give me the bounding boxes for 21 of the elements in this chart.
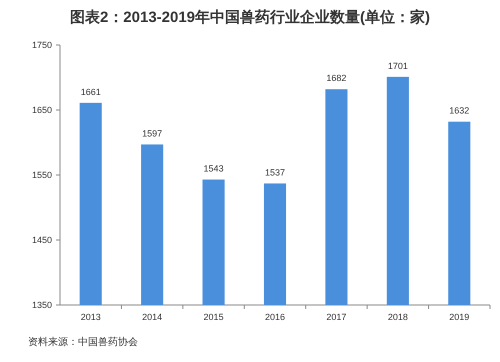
x-tick-label: 2019 bbox=[449, 312, 470, 322]
x-tick-label: 2014 bbox=[142, 312, 162, 322]
x-tick-label: 2015 bbox=[204, 312, 224, 322]
data-label: 1661 bbox=[80, 86, 101, 97]
text: 资料来源：中国兽药协会 bbox=[28, 336, 138, 348]
x-tick-label: 2016 bbox=[264, 312, 286, 322]
x-tick-label: 2013 bbox=[80, 312, 101, 322]
data-label: 1682 bbox=[326, 73, 346, 84]
y-tick-label: 1450 bbox=[32, 235, 52, 245]
data-label: 1701 bbox=[388, 60, 408, 71]
y-tick-label: 1650 bbox=[32, 105, 52, 115]
y-tick-label: 1550 bbox=[32, 170, 52, 180]
x-tick-label: 2018 bbox=[388, 312, 408, 322]
chart-title: 图表2：2013-2019年中国兽药行业企业数量(单位：家) bbox=[70, 8, 430, 26]
data-label: 1543 bbox=[204, 164, 224, 174]
data-label: 1632 bbox=[449, 106, 470, 116]
y-tick-label: 1350 bbox=[32, 300, 52, 310]
x-tick-label: 2017 bbox=[326, 312, 346, 322]
data-label: 1537 bbox=[264, 167, 286, 178]
y-tick-label: 1750 bbox=[32, 40, 52, 50]
data-label: 1597 bbox=[142, 128, 162, 138]
